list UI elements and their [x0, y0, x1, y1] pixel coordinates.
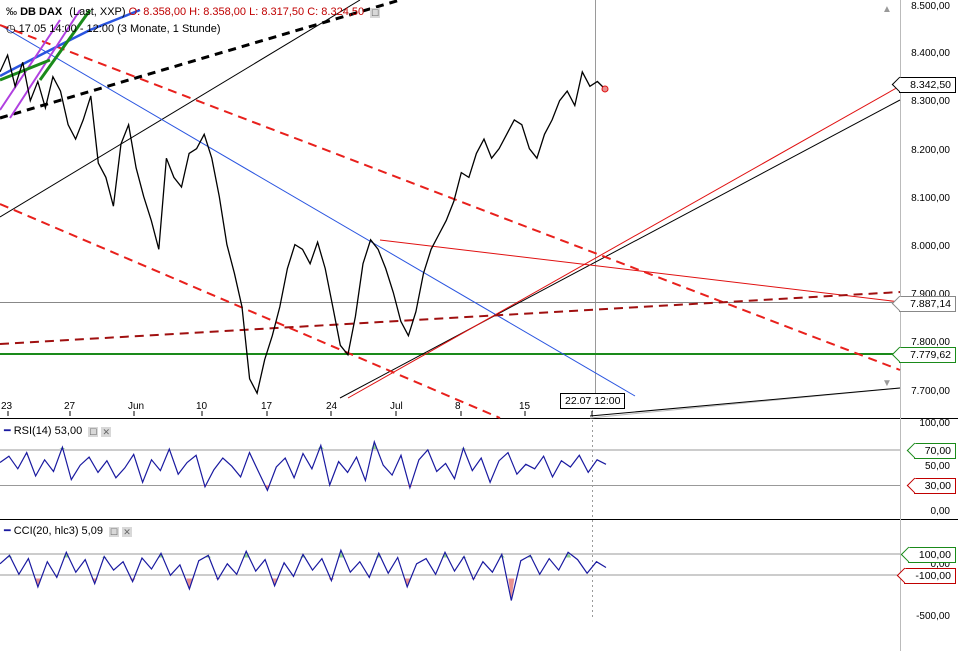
cci-value: 5,09	[81, 525, 103, 537]
rsi-upper-tag: 70,00	[913, 443, 956, 459]
rsi-close-icon[interactable]: ✕	[101, 427, 112, 437]
last-price-marker	[601, 85, 609, 93]
rsi-series-line	[0, 439, 607, 492]
time-axis-label: 24	[326, 401, 338, 412]
period-line: ◷ 17.05 14:00 - 12:00 (3 Monate, 1 Stund…	[6, 22, 220, 35]
resistance-dashed-lower	[0, 203, 501, 419]
cci-label[interactable]: CCI(20, hlc3)	[13, 525, 79, 537]
trend-line-black-bottom	[589, 387, 901, 417]
trend-line-blue	[0, 24, 636, 397]
scroll-down-icon[interactable]: ▼	[882, 378, 892, 389]
time-axis-label: 23	[1, 401, 13, 412]
header-settings-icon[interactable]: ☐	[370, 8, 381, 18]
chart-header: ‰ DB DAX (Last, XXP) O: 8.358,00 H: 8.35…	[6, 6, 381, 18]
resistance-dashed-upper	[0, 24, 901, 371]
cci-settings-icon[interactable]: ☐	[109, 527, 120, 537]
rsi-axis-label: 0,00	[930, 506, 950, 517]
price-axis-label: 8.500,00	[911, 1, 950, 12]
price-axis-label: 8.100,00	[911, 193, 950, 204]
time-axis-label: 8	[455, 401, 461, 412]
rsi-label[interactable]: RSI(14)	[13, 425, 52, 437]
cci-series-line	[0, 548, 607, 601]
price-series-line	[0, 53, 606, 396]
price-axis-label: 8.300,00	[911, 96, 950, 107]
period-text: 17.05 14:00 - 12:00 (3 Monate, 1 Stunde)	[18, 23, 221, 35]
price-axis-label: 8.200,00	[911, 145, 950, 156]
scroll-up-icon[interactable]: ▲	[882, 4, 892, 15]
trend-line-black-lower	[339, 99, 901, 399]
price-axis-label: 7.900,00	[911, 289, 950, 300]
rsi-color-dash: ━	[4, 425, 11, 437]
time-axis-label: 15	[519, 401, 531, 412]
cci-header: ━ CCI(20, hlc3) 5,09 ☐ ✕	[4, 524, 133, 537]
ohlc-close: C: 8.324,50	[307, 6, 365, 18]
level-tag-lower: 7.779,62	[899, 347, 956, 363]
clock-icon: ◷	[6, 23, 16, 35]
trend-line-red-fan	[379, 239, 901, 303]
last-price-tag: 8.342,50	[899, 77, 956, 93]
cci-axis-label: -500,00	[916, 611, 950, 622]
price-axis-label: 8.000,00	[911, 241, 950, 252]
cci-color-dash: ━	[4, 525, 11, 537]
time-axis-label: Jun	[128, 401, 145, 412]
dashed-darkred	[0, 291, 901, 345]
price-axis-label: 7.700,00	[911, 386, 950, 397]
crosshair-time-label: 22.07 12:00	[560, 393, 626, 409]
price-axis-label: 8.400,00	[911, 48, 950, 59]
rsi-axis-label: 50,00	[924, 461, 950, 472]
drawing-tools[interactable]	[0, 0, 901, 419]
rsi-lower-tag: 30,00	[913, 478, 956, 494]
oversold-zone	[186, 578, 193, 589]
oversold-zone	[508, 578, 515, 601]
ohlc-open: O: 8.358,00	[128, 6, 187, 18]
symbol-name[interactable]: DB DAX	[20, 6, 63, 18]
time-axis-label: Jul	[390, 401, 403, 412]
chart-menu-icon[interactable]: ‰	[6, 6, 17, 18]
trend-line-red-upper	[347, 85, 901, 399]
time-axis-label: 10	[196, 401, 208, 412]
ohlc-high: H: 8.358,00	[189, 6, 247, 18]
ohlc-low: L: 8.317,50	[249, 6, 305, 18]
time-axis-label: 27	[64, 401, 76, 412]
price-axis-label: 7.800,00	[911, 337, 950, 348]
rsi-value: 53,00	[54, 425, 83, 437]
time-axis-label: 17	[261, 401, 273, 412]
trend-line-black-upper	[0, 0, 361, 218]
cci-close-icon[interactable]: ✕	[122, 527, 133, 537]
rsi-settings-icon[interactable]: ☐	[88, 427, 99, 437]
cci-upper-tag: 100,00	[907, 547, 956, 563]
rsi-header: ━ RSI(14) 53,00 ☐ ✕	[4, 424, 112, 437]
level-tag-upper: 7.887,14	[899, 296, 956, 312]
cci-axis-label: 0,00	[930, 559, 950, 570]
rsi-axis-label: 100,00	[919, 418, 950, 429]
symbol-source: (Last, XXP)	[69, 6, 126, 18]
cci-lower-tag: -100,00	[904, 568, 956, 584]
